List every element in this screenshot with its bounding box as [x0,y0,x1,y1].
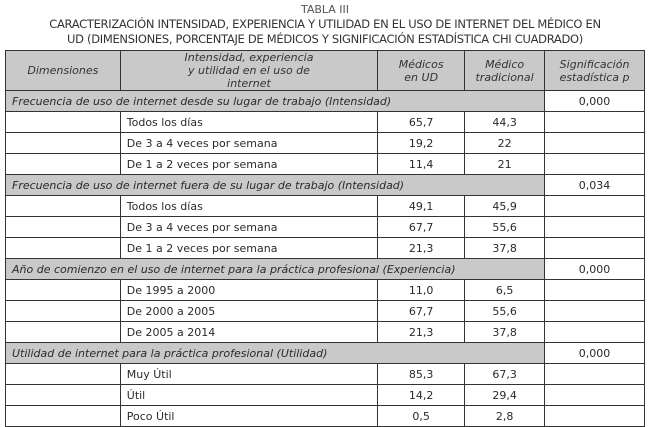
medicos-ud-value: 49,1 [377,195,466,217]
row-label: De 1 a 2 veces por semana [119,237,379,259]
empty-cell [544,132,645,154]
empty-cell [544,363,645,385]
table-title-line2: UD (DIMENSIONES, PORCENTAJE DE MÉDICOS Y… [66,32,583,46]
p-value: 0,034 [544,174,645,196]
empty-cell [5,384,121,406]
table-row: De 1 a 2 veces por semana 11,4 21 [5,153,645,175]
table-row: De 3 a 4 veces por semana 67,7 55,6 [5,216,645,238]
medicos-ud-value: 67,7 [377,216,466,238]
medicos-ud-value: 67,7 [377,300,466,322]
header-intensidad: Intensidad, experiencia y utilidad en el… [119,50,379,91]
row-label: Poco Útil [119,405,379,427]
table-label: TABLA III [300,3,350,16]
header-dimensiones: Dimensiones [5,50,121,91]
group-title: Utilidad de internet para la práctica pr… [4,342,546,364]
medico-tradicional-value: 55,6 [464,300,546,322]
table-row: De 2005 a 2014 21,3 37,8 [5,321,645,343]
table-row: De 3 a 4 veces por semana 19,2 22 [5,132,645,154]
row-label: De 1 a 2 veces por semana [119,153,379,175]
empty-cell [544,279,645,301]
row-label: Muy Útil [119,363,379,385]
p-value: 0,000 [544,342,645,364]
medico-tradicional-value: 21 [464,153,546,175]
group-title: Frecuencia de uso de internet fuera de s… [4,174,546,196]
medico-tradicional-value: 55,6 [464,216,546,238]
group-row: Año de comienzo en el uso de internet pa… [4,258,645,280]
medico-tradicional-value: 45,9 [464,195,546,217]
empty-cell [5,363,121,385]
empty-cell [5,405,121,427]
medicos-ud-value: 21,3 [377,321,466,343]
header-significacion: Significación estadística p [544,50,645,91]
empty-cell [544,321,645,343]
empty-cell [5,321,121,343]
header-medico-tradicional: Médico tradicional [464,50,546,91]
medico-tradicional-value: 29,4 [464,384,546,406]
empty-cell [5,195,121,217]
medicos-ud-value: 65,7 [377,111,466,133]
medico-tradicional-value: 22 [464,132,546,154]
row-label: Todos los días [119,111,379,133]
table-row: Todos los días 65,7 44,3 [5,111,645,133]
group-title: Frecuencia de uso de internet desde su l… [4,90,546,112]
table-row: Útil 14,2 29,4 [5,384,645,406]
group-row: Utilidad de internet para la práctica pr… [4,342,645,364]
table-caption: TABLA III CARACTERIZACIÓN INTENSIDAD, EX… [0,2,650,47]
empty-cell [5,132,121,154]
table-row: Poco Útil 0,5 2,8 [5,405,645,427]
header-medicos-ud: Médicos en UD [377,50,466,91]
table-row: De 1 a 2 veces por semana 21,3 37,8 [5,237,645,259]
medico-tradicional-value: 2,8 [464,405,546,427]
table-row: De 2000 a 2005 67,7 55,6 [5,300,645,322]
group-row: Frecuencia de uso de internet fuera de s… [4,174,645,196]
p-value: 0,000 [544,90,645,112]
empty-cell [544,405,645,427]
empty-cell [544,195,645,217]
data-table: Dimensiones Intensidad, experiencia y ut… [4,50,645,427]
row-label: De 2000 a 2005 [119,300,379,322]
medico-tradicional-value: 44,3 [464,111,546,133]
medicos-ud-value: 85,3 [377,363,466,385]
table-title-line1: CARACTERIZACIÓN INTENSIDAD, EXPERIENCIA … [49,17,601,31]
medicos-ud-value: 19,2 [377,132,466,154]
medico-tradicional-value: 67,3 [464,363,546,385]
row-label: Todos los días [119,195,379,217]
empty-cell [544,300,645,322]
medico-tradicional-value: 37,8 [464,321,546,343]
row-label: Útil [119,384,379,406]
empty-cell [544,237,645,259]
row-label: De 3 a 4 veces por semana [119,132,379,154]
empty-cell [5,111,121,133]
table-row: Muy Útil 85,3 67,3 [5,363,645,385]
empty-cell [5,216,121,238]
header-row: Dimensiones Intensidad, experiencia y ut… [5,50,645,91]
medicos-ud-value: 11,4 [377,153,466,175]
medicos-ud-value: 14,2 [377,384,466,406]
empty-cell [5,279,121,301]
empty-cell [5,153,121,175]
row-label: De 1995 a 2000 [119,279,379,301]
group-row: Frecuencia de uso de internet desde su l… [4,90,645,112]
medicos-ud-value: 21,3 [377,237,466,259]
group-title: Año de comienzo en el uso de internet pa… [4,258,546,280]
p-value: 0,000 [544,258,645,280]
empty-cell [544,216,645,238]
row-label: De 3 a 4 veces por semana [119,216,379,238]
row-label: De 2005 a 2014 [119,321,379,343]
medicos-ud-value: 11,0 [377,279,466,301]
empty-cell [5,237,121,259]
medicos-ud-value: 0,5 [377,405,466,427]
empty-cell [544,111,645,133]
medico-tradicional-value: 37,8 [464,237,546,259]
table-row: Todos los días 49,1 45,9 [5,195,645,217]
empty-cell [5,300,121,322]
table-row: De 1995 a 2000 11,0 6,5 [5,279,645,301]
empty-cell [544,384,645,406]
empty-cell [544,153,645,175]
medico-tradicional-value: 6,5 [464,279,546,301]
